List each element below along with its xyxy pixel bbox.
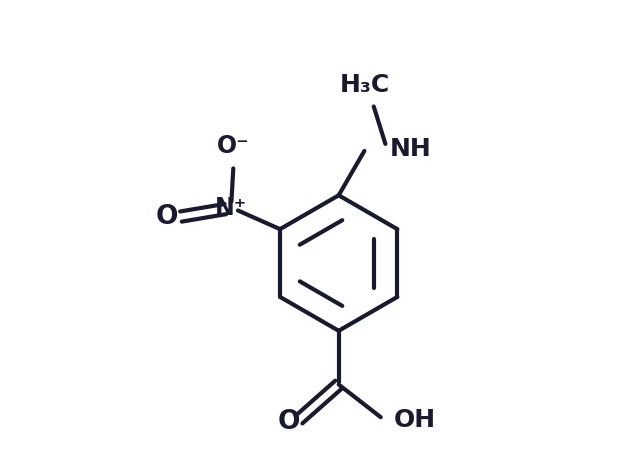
Text: O⁻: O⁻ xyxy=(217,134,250,158)
Text: O: O xyxy=(156,204,178,229)
Text: O: O xyxy=(278,409,300,435)
Text: H₃C: H₃C xyxy=(339,73,390,97)
Text: N⁺: N⁺ xyxy=(215,196,247,220)
Text: OH: OH xyxy=(394,407,436,431)
Text: NH: NH xyxy=(390,137,432,161)
